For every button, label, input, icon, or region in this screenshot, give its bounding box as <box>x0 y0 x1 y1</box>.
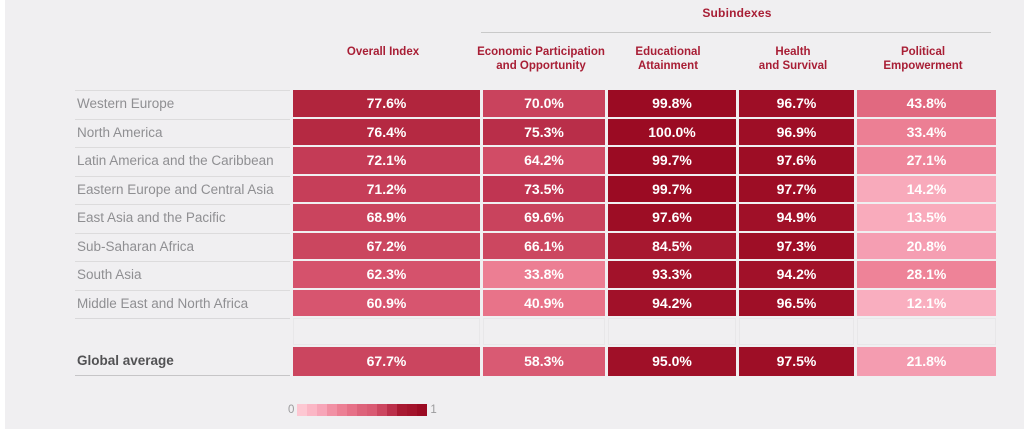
heatmap-cell: 100.0% <box>608 118 736 145</box>
spacer-cell <box>75 318 290 345</box>
legend-gradient-bar <box>297 404 428 416</box>
heatmap-cell: 97.6% <box>608 204 736 231</box>
legend-swatch <box>377 404 388 416</box>
heatmap-cell: 58.3% <box>483 346 605 376</box>
row-label: North America <box>75 118 290 146</box>
heatmap-cell: 67.7% <box>293 346 480 376</box>
heatmap-cell: 93.3% <box>608 261 736 288</box>
heatmap-cell: 14.2% <box>857 175 996 202</box>
heatmap-cell: 33.4% <box>857 118 996 145</box>
column-header: Educational Attainment <box>635 46 701 72</box>
legend-swatch <box>347 404 358 416</box>
heatmap-cell: 72.1% <box>293 147 480 174</box>
legend-swatch <box>297 404 308 416</box>
legend-swatch <box>327 404 338 416</box>
heatmap-cell: 67.2% <box>293 232 480 259</box>
column-header: Health and Survival <box>758 46 828 72</box>
heatmap-cell: 94.2% <box>739 261 854 288</box>
heatmap-cell: 97.7% <box>739 175 854 202</box>
heatmap-cell: 77.6% <box>293 90 480 117</box>
legend-max-label: 1 <box>430 404 437 416</box>
column-header: Political Empowerment <box>883 46 963 72</box>
row-label: Global average <box>75 347 290 376</box>
heatmap-cell: 99.7% <box>608 175 736 202</box>
spacer-cell <box>483 318 605 345</box>
spacer-cell <box>293 318 480 345</box>
legend-swatch <box>307 404 318 416</box>
heatmap-cell: 69.6% <box>483 204 605 231</box>
heatmap-cell: 94.9% <box>739 204 854 231</box>
heatmap-cell: 70.0% <box>483 90 605 117</box>
spacer-cell <box>857 318 996 345</box>
heatmap-cell: 12.1% <box>857 289 996 316</box>
heatmap-cell: 27.1% <box>857 147 996 174</box>
heatmap-cell: 97.3% <box>739 232 854 259</box>
heatmap-cell: 99.7% <box>608 147 736 174</box>
heatmap-cell: 95.0% <box>608 346 736 376</box>
subindexes-group-label: Subindexes <box>702 6 772 20</box>
legend-swatch <box>357 404 368 416</box>
color-scale-legend: 0 1 <box>288 404 437 416</box>
legend-swatch <box>367 404 378 416</box>
heatmap-cell: 75.3% <box>483 118 605 145</box>
heatmap-cell: 64.2% <box>483 147 605 174</box>
heatmap-cell: 84.5% <box>608 232 736 259</box>
row-label: Western Europe <box>75 90 290 117</box>
row-label: South Asia <box>75 261 290 288</box>
legend-swatch <box>387 404 398 416</box>
heatmap-cell: 21.8% <box>857 346 996 376</box>
heatmap-cell: 94.2% <box>608 289 736 316</box>
heatmap-cell: 99.8% <box>608 90 736 117</box>
heatmap-cell: 97.5% <box>739 346 854 376</box>
heatmap-cell: 40.9% <box>483 289 605 316</box>
heatmap-cell: 66.1% <box>483 232 605 259</box>
column-header: Overall Index <box>346 46 420 58</box>
heatmap-cell: 20.8% <box>857 232 996 259</box>
heatmap-cell: 71.2% <box>293 175 480 202</box>
heatmap-cell: 96.9% <box>739 118 854 145</box>
heatmap-cell: 97.6% <box>739 147 854 174</box>
heatmap-cell: 68.9% <box>293 204 480 231</box>
heatmap-cell: 76.4% <box>293 118 480 145</box>
heatmap-cell: 43.8% <box>857 90 996 117</box>
heatmap-cell: 62.3% <box>293 261 480 288</box>
row-label: Middle East and North Africa <box>75 289 290 317</box>
legend-swatch <box>337 404 348 416</box>
heatmap-cell: 96.5% <box>739 289 854 316</box>
legend-swatch <box>317 404 328 416</box>
heatmap-grid: Western Europe 77.6% 70.0% 99.8% 96.7% 4… <box>75 90 996 376</box>
spacer-cell <box>739 318 854 345</box>
heatmap-cell: 96.7% <box>739 90 854 117</box>
legend-min-label: 0 <box>288 404 295 416</box>
row-label: Sub-Saharan Africa <box>75 232 290 260</box>
heatmap-cell: 28.1% <box>857 261 996 288</box>
row-label: Eastern Europe and Central Asia <box>75 175 290 203</box>
heatmap-cell: 13.5% <box>857 204 996 231</box>
legend-swatch <box>397 404 408 416</box>
bottom-margin <box>0 429 1024 438</box>
spacer-cell <box>608 318 736 345</box>
row-label: Latin America and the Caribbean <box>75 147 290 174</box>
legend-swatch <box>407 404 418 416</box>
heatmap-cell: 73.5% <box>483 175 605 202</box>
left-margin <box>0 0 5 438</box>
legend-swatch <box>417 404 428 416</box>
column-header: Economic Participation and Opportunity <box>477 46 605 72</box>
heatmap-cell: 33.8% <box>483 261 605 288</box>
row-label: East Asia and the Pacific <box>75 204 290 231</box>
heatmap-cell: 60.9% <box>293 289 480 316</box>
subindexes-divider-line <box>481 32 991 33</box>
